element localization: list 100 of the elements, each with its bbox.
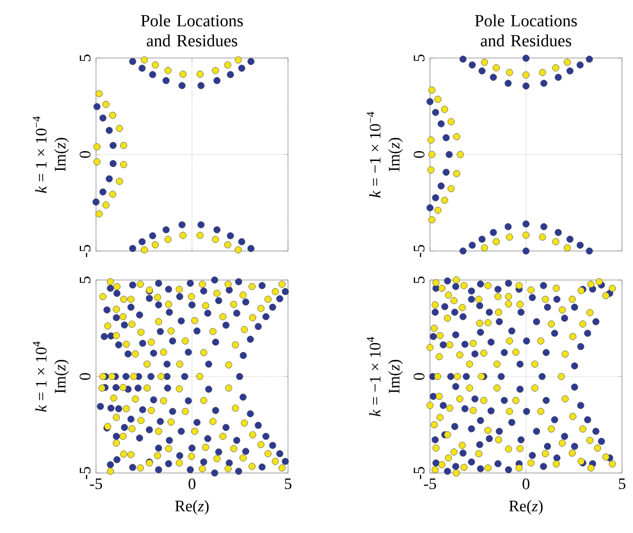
y-tick-label: -5 (80, 244, 90, 258)
y-tick-label: 5 (80, 54, 90, 62)
point (120, 142, 128, 149)
y-axis-title: Im(z) (388, 138, 403, 172)
point (522, 232, 530, 239)
text: k = −1 × 10$^{4}$ (366, 336, 381, 416)
x-tick-label: -5 (424, 478, 436, 490)
point (441, 106, 448, 113)
point (213, 226, 220, 234)
point (196, 232, 204, 239)
point (492, 238, 500, 246)
y-tick-label: -5 (414, 244, 424, 258)
point (426, 98, 434, 106)
y-tick-label: 5 (414, 276, 424, 284)
y-tick-label: 0 (414, 373, 424, 380)
point (442, 168, 450, 176)
point (490, 228, 497, 236)
point (110, 160, 117, 168)
point (539, 68, 546, 76)
point (99, 114, 106, 122)
point (198, 82, 205, 90)
point (522, 247, 530, 254)
point (109, 112, 116, 119)
point (99, 188, 106, 196)
point (522, 82, 530, 90)
point (110, 142, 117, 149)
point (149, 232, 156, 240)
point (179, 70, 186, 78)
point (506, 68, 513, 76)
point (212, 236, 219, 243)
point (120, 161, 128, 168)
x-tick-label: 5 (284, 478, 292, 490)
point (129, 58, 136, 65)
point (453, 170, 460, 178)
point (522, 220, 530, 228)
point (434, 96, 442, 103)
chart-title: Pole Locations and Residues (475, 14, 577, 46)
point (456, 150, 464, 158)
point (434, 206, 442, 214)
chart-title: Pole Locations and Residues (141, 14, 243, 46)
point (213, 77, 220, 84)
point (93, 103, 100, 110)
point (140, 246, 148, 254)
point (106, 175, 113, 182)
point (448, 118, 455, 126)
y-tick-label: -5 (414, 466, 424, 480)
point (224, 61, 232, 68)
point (460, 56, 467, 63)
y-axis-title: Im(z) (54, 360, 69, 394)
point (506, 234, 513, 241)
point (552, 238, 560, 246)
point (522, 71, 530, 78)
y-axis-title: Im(z) (54, 138, 69, 172)
point (234, 246, 242, 254)
point (92, 198, 100, 206)
point (478, 67, 486, 74)
x-tick-label: 0 (522, 478, 530, 490)
x-tick-label: -5 (90, 478, 102, 490)
x-tick-label: 5 (618, 478, 626, 490)
point (427, 136, 434, 144)
point (152, 61, 159, 68)
point (428, 216, 436, 224)
y-tick-label: 0 (414, 151, 424, 158)
point (586, 56, 593, 63)
point (438, 120, 445, 128)
point (212, 67, 219, 74)
point (504, 80, 512, 87)
point (554, 74, 562, 81)
point (247, 244, 254, 252)
point (152, 241, 159, 248)
y-tick-label: 0 (80, 151, 90, 158)
point (586, 247, 593, 254)
y-tick-label: 0 (80, 373, 90, 380)
point (96, 90, 103, 98)
y-tick-label: -5 (80, 466, 90, 480)
point (224, 241, 232, 248)
point (441, 196, 448, 204)
point (446, 150, 453, 158)
point (178, 82, 186, 90)
point (109, 190, 116, 198)
point (554, 228, 562, 236)
point (149, 71, 156, 78)
point (540, 223, 548, 230)
point (102, 202, 110, 209)
y-tick-label: 5 (414, 54, 424, 62)
point (427, 166, 434, 174)
point (178, 221, 186, 228)
point (138, 64, 146, 72)
point (504, 223, 512, 230)
point (164, 236, 172, 243)
point (129, 244, 136, 252)
point (164, 67, 172, 74)
point (179, 232, 186, 239)
point (106, 126, 113, 134)
point (426, 204, 434, 212)
point (138, 238, 146, 246)
point (140, 56, 148, 64)
point (93, 158, 100, 166)
point (448, 185, 455, 192)
y-axis-title: Im(z) (388, 360, 403, 394)
